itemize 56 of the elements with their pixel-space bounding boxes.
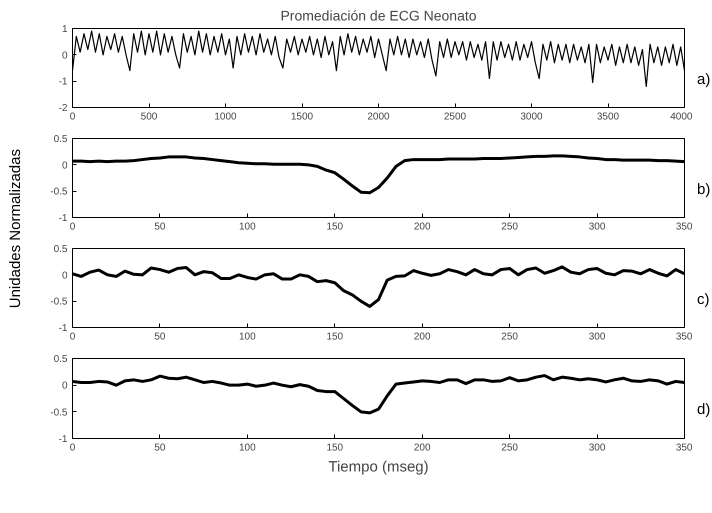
y-tick-label: -0.5 bbox=[50, 186, 68, 198]
x-tick-label: 100 bbox=[239, 442, 256, 454]
y-tick-label: 0 bbox=[62, 160, 68, 172]
x-tick-label: 350 bbox=[676, 442, 693, 454]
x-tick-label: 0 bbox=[70, 442, 76, 454]
y-tick-label: -1 bbox=[58, 213, 68, 224]
y-tick-label: 1 bbox=[62, 24, 68, 35]
x-tick-label: 4000 bbox=[670, 112, 693, 122]
x-tick-label: 3000 bbox=[520, 112, 544, 122]
x-tick-label: 300 bbox=[588, 442, 606, 454]
y-tick-label: 0 bbox=[62, 50, 68, 62]
x-tick-label: 150 bbox=[326, 442, 344, 454]
text: a) bbox=[697, 70, 710, 90]
y-tick-label: 0.5 bbox=[54, 244, 68, 255]
y-tick-label: -1 bbox=[58, 323, 68, 334]
x-tick-label: 200 bbox=[414, 332, 431, 342]
y-tick-label: -0.5 bbox=[50, 296, 68, 308]
x-tick-label: 1000 bbox=[214, 112, 238, 122]
x-tick-label: 300 bbox=[588, 222, 606, 232]
x-tick-label: 150 bbox=[326, 332, 344, 342]
x-tick-label: 150 bbox=[326, 222, 344, 232]
y-axis-title: Unidades Normalizadas bbox=[6, 149, 26, 309]
x-tick-label: 250 bbox=[501, 332, 518, 342]
y-tick-label: -1 bbox=[58, 76, 68, 88]
x-tick-label: 2000 bbox=[367, 112, 390, 122]
x-tick-label: 100 bbox=[239, 332, 256, 342]
y-tick-label: -1 bbox=[58, 434, 68, 445]
y-tick-label: -0.5 bbox=[50, 407, 68, 418]
x-tick-label: 500 bbox=[140, 112, 158, 122]
x-tick-label: 300 bbox=[588, 332, 606, 342]
x-tick-label: 200 bbox=[414, 442, 431, 454]
y-tick-label: 0.5 bbox=[54, 134, 68, 145]
x-tick-label: 2500 bbox=[444, 112, 467, 122]
x-tick-label: 0 bbox=[70, 222, 76, 232]
x-tick-label: 50 bbox=[154, 442, 166, 454]
x-tick-label: 0 bbox=[70, 332, 76, 342]
x-tick-label: 1500 bbox=[290, 112, 314, 122]
x-tick-label: 50 bbox=[154, 332, 166, 342]
x-tick-label: 50 bbox=[154, 222, 166, 232]
text: d) bbox=[697, 400, 710, 420]
x-axis-title: Tiempo (mseg) bbox=[328, 458, 429, 476]
chart-title: Promediación de ECG Neonato bbox=[280, 8, 477, 24]
x-tick-label: 350 bbox=[676, 222, 693, 232]
y-tick-label: 0.5 bbox=[54, 354, 68, 365]
y-tick-label: 0 bbox=[62, 380, 68, 392]
text: c) bbox=[697, 290, 710, 310]
x-tick-label: 3500 bbox=[596, 112, 620, 122]
x-tick-label: 250 bbox=[501, 442, 518, 454]
y-tick-label: -2 bbox=[58, 103, 68, 114]
x-tick-label: 200 bbox=[414, 222, 431, 232]
y-tick-label: 0 bbox=[62, 270, 68, 282]
text: b) bbox=[697, 180, 710, 200]
x-tick-label: 250 bbox=[501, 222, 518, 232]
x-tick-label: 100 bbox=[239, 222, 256, 232]
x-tick-label: 0 bbox=[70, 112, 76, 122]
x-tick-label: 350 bbox=[676, 332, 693, 342]
